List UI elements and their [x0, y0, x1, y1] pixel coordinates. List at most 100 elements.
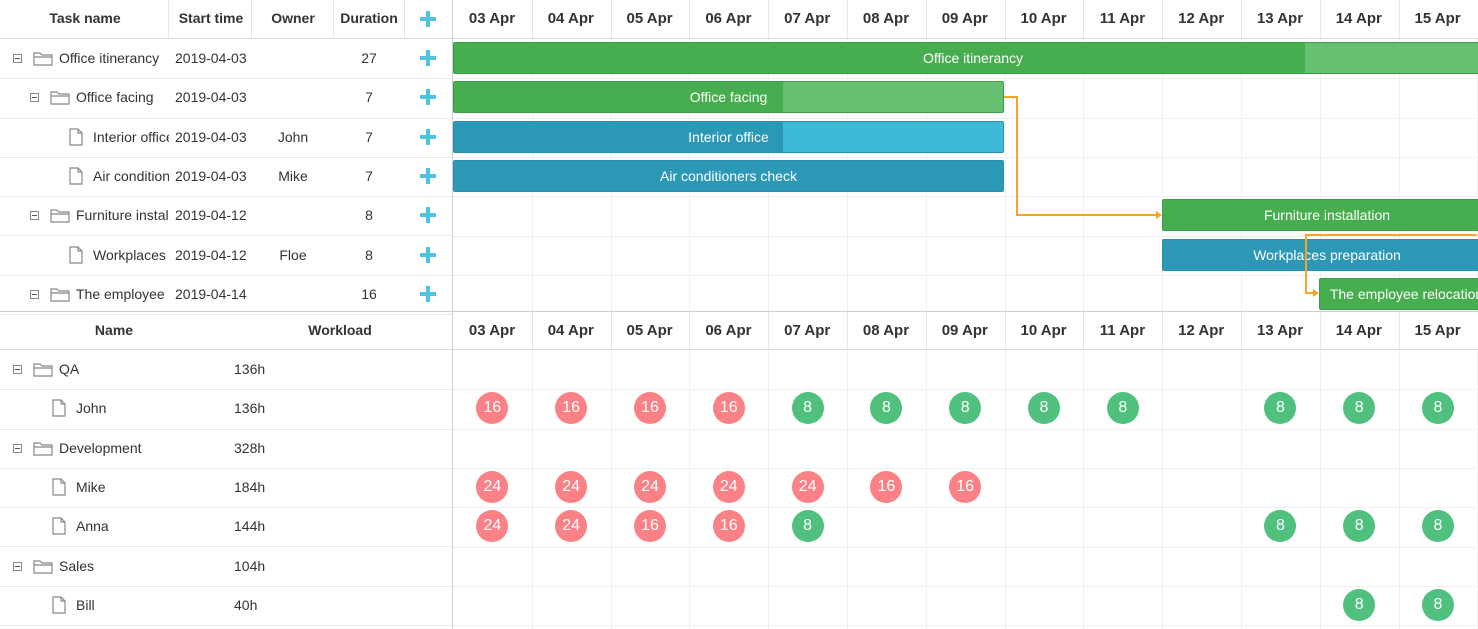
- file-icon: [69, 245, 83, 269]
- grid-row-line: [453, 467, 1478, 469]
- add-subtask-icon[interactable]: [420, 89, 436, 106]
- task-duration: 8: [365, 207, 373, 224]
- workload-badge[interactable]: 24: [555, 470, 588, 503]
- workload-badge[interactable]: 16: [949, 470, 982, 503]
- add-subtask-icon[interactable]: [420, 128, 436, 145]
- collapse-toggle-icon[interactable]: [30, 289, 39, 299]
- workload-badge[interactable]: 24: [791, 470, 824, 503]
- resource-row[interactable]: John 136h: [0, 389, 452, 430]
- add-subtask-icon[interactable]: [420, 207, 436, 224]
- task-start-time: 2019-04-12: [175, 246, 247, 263]
- column-header-task-name[interactable]: Task name: [49, 10, 121, 26]
- date-header: 15 Apr: [1414, 322, 1461, 339]
- column-header-workload[interactable]: Workload: [308, 322, 372, 338]
- task-row[interactable]: Furniture installation 2019-04-12 8: [0, 196, 452, 237]
- workload-badge[interactable]: 8: [791, 392, 824, 425]
- task-row[interactable]: Workplaces preparation 2019-04-12 Floe 8: [0, 236, 452, 276]
- scale-divider: [531, 312, 533, 349]
- workload-badge[interactable]: 8: [1264, 392, 1297, 425]
- workload-badge[interactable]: 16: [634, 510, 666, 543]
- workload-badge[interactable]: 8: [1422, 392, 1454, 425]
- resource-group-row[interactable]: Sales 104h: [0, 547, 452, 587]
- workload-badge[interactable]: 24: [476, 470, 509, 503]
- grid-column-line: [1162, 350, 1164, 629]
- scale-divider: [1004, 0, 1006, 38]
- add-subtask-icon[interactable]: [420, 285, 436, 302]
- task-row[interactable]: Office facing 2019-04-03 7: [0, 78, 452, 119]
- workload-badge[interactable]: 8: [1343, 588, 1376, 621]
- workload-badge[interactable]: 8: [1028, 392, 1060, 425]
- task-bar[interactable]: Air conditioners check: [453, 159, 1004, 192]
- task-bar[interactable]: Office facing: [453, 81, 1004, 114]
- collapse-toggle-icon[interactable]: [13, 54, 22, 63]
- workload-badge[interactable]: 16: [712, 510, 745, 543]
- add-task-icon[interactable]: [420, 11, 436, 27]
- date-header: 09 Apr: [941, 322, 988, 339]
- resource-row[interactable]: Anna 144h: [0, 507, 452, 548]
- workload-badge[interactable]: 8: [1343, 510, 1376, 543]
- collapse-toggle-icon[interactable]: [30, 93, 39, 103]
- grid-timeline-divider[interactable]: [452, 0, 453, 629]
- workload-badge[interactable]: 16: [476, 392, 509, 425]
- column-header-name[interactable]: Name: [94, 322, 134, 338]
- workload-badge[interactable]: 8: [1422, 588, 1454, 621]
- scale-divider: [689, 312, 691, 349]
- add-subtask-icon[interactable]: [420, 167, 436, 184]
- collapse-toggle-icon[interactable]: [13, 443, 22, 453]
- gantt-chart-area: Office itinerancy Office facing Interior o…: [453, 39, 1478, 311]
- column-header-duration[interactable]: Duration: [340, 10, 398, 26]
- task-bar[interactable]: Interior office: [453, 120, 1004, 153]
- grid-column-line: [1162, 39, 1164, 311]
- row-divider: [0, 274, 452, 276]
- row-divider: [0, 625, 452, 627]
- row-divider: [0, 78, 452, 80]
- column-divider: [404, 0, 405, 38]
- scale-divider: [847, 0, 848, 38]
- column-header-owner[interactable]: Owner: [271, 10, 315, 26]
- grid-row-line: [453, 196, 1478, 198]
- workload-badge[interactable]: 24: [634, 470, 666, 503]
- grid-column-line: [1398, 350, 1400, 629]
- workload-badge[interactable]: 8: [1264, 510, 1297, 543]
- grid-row-line: [453, 428, 1478, 430]
- column-header-start-time[interactable]: Start time: [178, 10, 244, 26]
- file-icon: [52, 596, 66, 619]
- resource-row[interactable]: Bill 40h: [0, 586, 452, 627]
- add-subtask-icon[interactable]: [420, 246, 436, 263]
- workload-badge[interactable]: 16: [634, 392, 666, 425]
- task-row[interactable]: Office itinerancy 2019-04-03 27: [0, 39, 452, 80]
- grid-column-line: [1083, 350, 1085, 629]
- workload-badge[interactable]: 24: [712, 470, 745, 503]
- resource-group-row[interactable]: QA 136h: [0, 350, 452, 391]
- collapse-toggle-icon[interactable]: [30, 211, 39, 221]
- task-row[interactable]: The employee relocation 2019-04-14 16: [0, 275, 452, 316]
- workload-badge[interactable]: 8: [1422, 510, 1454, 543]
- workload-badge[interactable]: 8: [949, 392, 982, 425]
- collapse-toggle-icon[interactable]: [13, 561, 22, 571]
- workload-badge[interactable]: 16: [712, 392, 745, 425]
- task-bar[interactable]: Office itinerancy: [453, 42, 1478, 74]
- timeline-scale-top: 03 Apr 04 Apr 05 Apr 06 Apr 07 Apr 08 Apr 09 A…: [453, 0, 1478, 39]
- workload-badge[interactable]: 8: [870, 392, 903, 425]
- task-bar[interactable]: The employee relocation: [1319, 277, 1478, 310]
- task-bar[interactable]: Workplaces preparation: [1162, 238, 1478, 271]
- workload-badge[interactable]: 8: [791, 510, 824, 543]
- resource-workload: 136h: [234, 400, 266, 417]
- task-name: Workplaces preparation: [93, 246, 169, 263]
- workload-badge[interactable]: 8: [1343, 392, 1376, 425]
- workload-badge[interactable]: 8: [1106, 392, 1139, 425]
- task-bar[interactable]: Furniture installation: [1162, 199, 1478, 232]
- file-icon: [52, 517, 66, 540]
- task-row[interactable]: Interior office 2019-04-03 John 7: [0, 118, 452, 158]
- workload-badge[interactable]: 24: [555, 510, 588, 543]
- resource-row[interactable]: Mike 184h: [0, 468, 452, 509]
- task-row[interactable]: Air conditioners check 2019-04-03 Mike 7: [0, 157, 452, 198]
- workload-badge[interactable]: 24: [476, 510, 509, 543]
- workload-badge[interactable]: 16: [870, 470, 903, 503]
- add-subtask-icon[interactable]: [420, 50, 436, 66]
- grid-column-line: [1241, 350, 1242, 629]
- date-header: 03 Apr: [468, 322, 516, 339]
- collapse-toggle-icon[interactable]: [13, 365, 22, 374]
- workload-badge[interactable]: 16: [555, 392, 588, 425]
- resource-group-row[interactable]: Development 328h: [0, 429, 452, 469]
